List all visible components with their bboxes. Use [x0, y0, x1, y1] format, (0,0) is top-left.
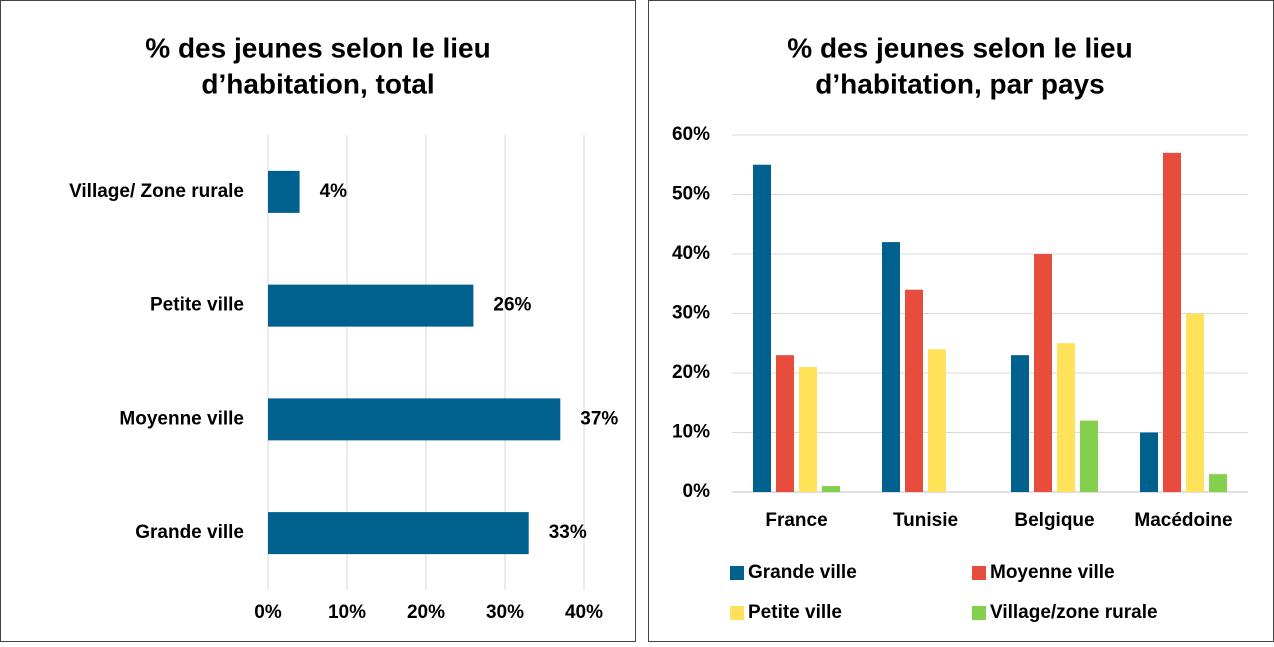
- legend-swatch: [730, 606, 744, 620]
- data-label: 4%: [320, 181, 348, 202]
- bar: [1163, 152, 1181, 492]
- legend-swatch: [972, 606, 986, 620]
- bar: [928, 349, 946, 492]
- y-tick-label: Moyenne ville: [119, 408, 244, 429]
- bar: [1057, 343, 1075, 492]
- bar: [268, 398, 561, 441]
- bar: [1140, 432, 1158, 492]
- data-label: 37%: [580, 408, 618, 429]
- x-tick-label: 20%: [407, 602, 445, 623]
- legend-label: Village/zone rurale: [990, 602, 1158, 623]
- chart-title: d’habitation, total: [201, 68, 434, 99]
- data-label: 33%: [549, 522, 587, 543]
- data-label: 26%: [493, 295, 531, 316]
- x-tick-label: Macédoine: [1134, 510, 1232, 531]
- chart-title: % des jeunes selon le lieu: [145, 32, 490, 63]
- bar: [1209, 474, 1227, 492]
- legend-label: Grande ville: [748, 562, 857, 583]
- y-tick-label: 40%: [672, 243, 710, 264]
- bar: [799, 367, 817, 492]
- bar: [1186, 313, 1204, 492]
- bar: [1011, 355, 1029, 492]
- y-tick-label: 10%: [672, 422, 710, 443]
- legend-swatch: [972, 566, 986, 580]
- bar: [1080, 420, 1098, 492]
- legend-swatch: [730, 566, 744, 580]
- x-tick-label: 30%: [486, 602, 524, 623]
- bar: [882, 242, 900, 492]
- x-tick-label: Belgique: [1014, 510, 1094, 531]
- y-tick-label: 20%: [672, 362, 710, 383]
- y-tick-label: 0%: [683, 481, 711, 502]
- bar: [268, 284, 474, 327]
- y-tick-label: 50%: [672, 184, 710, 205]
- bar: [905, 289, 923, 492]
- chart-title: d’habitation, par pays: [815, 68, 1104, 99]
- x-tick-label: Tunisie: [893, 510, 958, 531]
- y-tick-label: Petite ville: [150, 295, 244, 316]
- legend-label: Moyenne ville: [990, 562, 1115, 583]
- y-tick-label: Village/ Zone rurale: [69, 181, 244, 202]
- y-tick-label: 60%: [672, 124, 710, 145]
- bar: [268, 170, 300, 213]
- x-tick-label: 10%: [328, 602, 366, 623]
- bar: [776, 355, 794, 492]
- y-tick-label: 30%: [672, 303, 710, 324]
- bar: [822, 486, 840, 492]
- bar: [268, 512, 529, 555]
- x-tick-label: 0%: [254, 602, 282, 623]
- x-tick-label: 40%: [565, 602, 603, 623]
- y-tick-label: Grande ville: [135, 522, 244, 543]
- x-tick-label: France: [765, 510, 827, 531]
- legend-label: Petite ville: [748, 602, 842, 623]
- bar: [1034, 254, 1052, 492]
- bar: [753, 164, 771, 492]
- chart-title: % des jeunes selon le lieu: [787, 32, 1132, 63]
